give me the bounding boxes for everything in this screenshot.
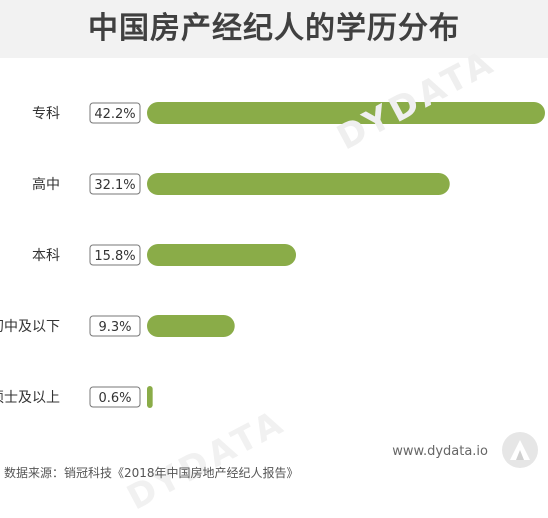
category-label: 本科 xyxy=(32,248,60,264)
value-label-box xyxy=(89,315,141,337)
value-label: 9.3% xyxy=(98,320,131,335)
bar xyxy=(147,386,153,408)
bar xyxy=(147,244,297,266)
website-label: www.dydata.io xyxy=(392,444,488,459)
value-label-box xyxy=(89,386,141,408)
data-source: 数据来源：销冠科技《2018年中国房地产经纪人报告》 xyxy=(4,466,299,480)
category-label: 专科 xyxy=(32,106,60,122)
category-label: 硕士及以上 xyxy=(0,390,60,406)
bar-chart: DYDATA DYDATA 专科42.2%高中32.1%本科15.8%初中及以下… xyxy=(0,42,548,518)
value-label-box xyxy=(89,102,141,124)
bar xyxy=(147,315,235,337)
value-label: 42.2% xyxy=(94,107,135,122)
dydata-logo-icon xyxy=(502,432,538,468)
chart-svg: 专科 42.2% 高中 32.1% 本科 15.8% 初中及以下 9.3% 硕士及以上 0.6% xyxy=(0,102,545,408)
value-label: 15.8% xyxy=(94,249,135,264)
value-label: 32.1% xyxy=(94,178,135,193)
category-label: 初中及以下 xyxy=(0,318,60,335)
value-label: 0.6% xyxy=(98,391,131,406)
category-label: 高中 xyxy=(32,176,60,193)
title-banner: 中国房产经纪人的学历分布 xyxy=(0,0,548,58)
value-label-box xyxy=(89,173,141,195)
chart-title: 中国房产经纪人的学历分布 xyxy=(88,11,460,46)
value-label-box xyxy=(89,244,141,266)
bar xyxy=(147,102,545,124)
bar xyxy=(147,173,450,195)
